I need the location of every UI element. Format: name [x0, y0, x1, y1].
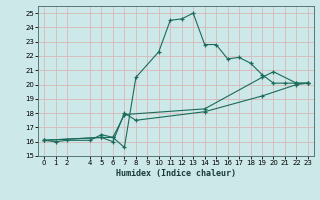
X-axis label: Humidex (Indice chaleur): Humidex (Indice chaleur)	[116, 169, 236, 178]
